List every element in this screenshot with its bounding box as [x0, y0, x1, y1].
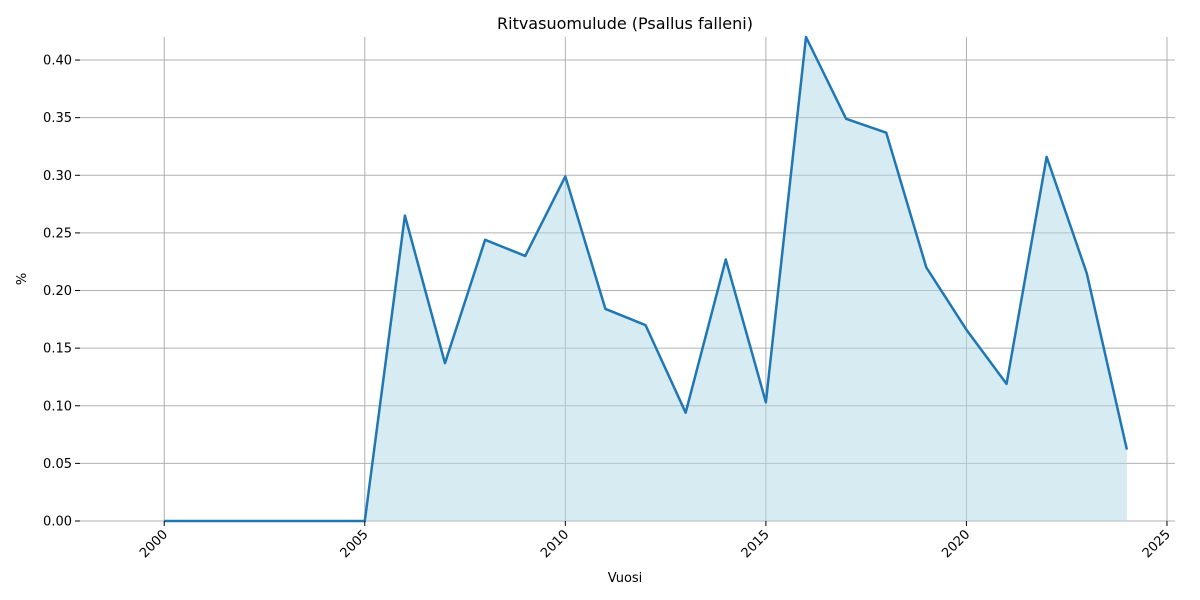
- y-tick-label: 0.40: [43, 54, 72, 69]
- x-axis: 2000 2005 2010 2015 2020 2025: [137, 521, 1174, 561]
- y-tick-label: 0.20: [43, 284, 72, 299]
- y-tick-label: 0.00: [43, 515, 72, 530]
- x-tick-label: 2010: [538, 527, 572, 561]
- series-line: [164, 35, 1129, 523]
- x-tick-label: 2000: [137, 527, 171, 561]
- y-tick-label: 0.15: [43, 342, 72, 357]
- y-tick-label: 0.25: [43, 226, 72, 241]
- x-tick-label: 2005: [338, 527, 372, 561]
- y-tick-label: 0.10: [43, 399, 72, 414]
- y-tick-label: 0.35: [43, 111, 72, 126]
- x-tick-label: 2015: [739, 527, 773, 561]
- y-tick-label: 0.30: [43, 169, 72, 184]
- x-axis-label: Vuosi: [608, 571, 643, 586]
- x-tick-label: 2020: [939, 527, 973, 561]
- y-tick-label: 0.05: [43, 457, 72, 472]
- grid: [80, 37, 1175, 522]
- chart-title: Ritvasuomulude (Psallus falleni): [497, 14, 753, 33]
- series-area: [164, 37, 1127, 521]
- y-axis: 0.00 0.05 0.10 0.15 0.20 0.25 0.30 0.35 0.40: [43, 54, 80, 530]
- y-axis-label: %: [15, 273, 30, 285]
- x-tick-label: 2025: [1140, 527, 1174, 561]
